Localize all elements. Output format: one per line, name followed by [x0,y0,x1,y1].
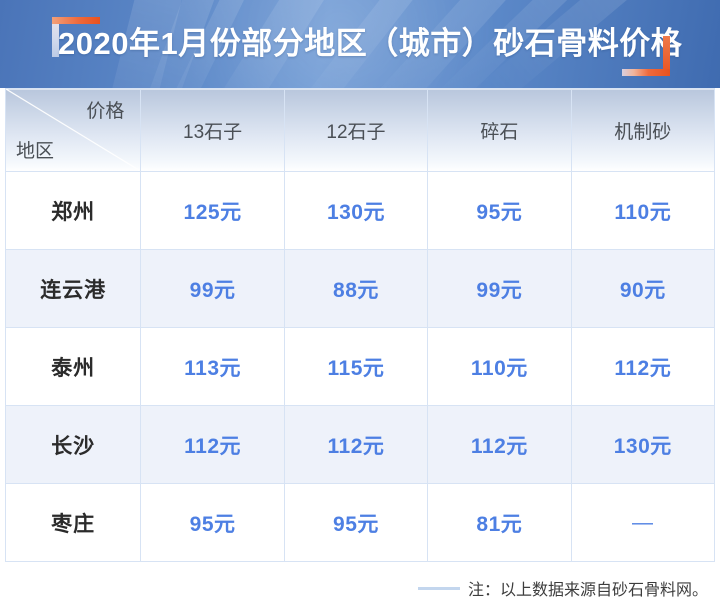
price-cell: 113元 [140,327,285,406]
price-cell-empty: — [570,483,716,562]
price-cell: 99元 [140,249,285,328]
price-table-container: 价格 地区 13石子 12石子 碎石 机制砂 郑州 125元 130元 95元 … [0,88,720,562]
column-header-3: 机制砂 [570,88,716,172]
price-cell: 95元 [283,483,429,562]
price-cell: 115元 [283,327,429,406]
table-row: 泰州 113元 115元 110元 112元 [4,327,716,406]
price-cell: 112元 [570,327,716,406]
price-cell: 81元 [427,483,572,562]
price-cell: 90元 [570,249,716,328]
header-row: 价格 地区 13石子 12石子 碎石 机制砂 [4,88,716,172]
table-row: 连云港 99元 88元 99元 90元 [4,249,716,328]
region-cell: 连云港 [4,249,142,328]
table-row: 郑州 125元 130元 95元 110元 [4,171,716,250]
corner-header-cell: 价格 地区 [4,88,142,172]
price-cell: 99元 [427,249,572,328]
column-header-0: 13石子 [140,88,285,172]
region-cell: 枣庄 [4,483,142,562]
footnote-rule-icon [417,586,460,590]
page-title: 2020年1月份部分地区（城市）砂石骨料价格 [58,26,683,61]
table-header: 价格 地区 13石子 12石子 碎石 机制砂 [4,88,716,172]
price-cell: 112元 [427,405,572,484]
column-header-1: 12石子 [283,88,429,172]
header-label-region: 地区 [16,141,55,162]
region-cell: 郑州 [4,171,142,250]
price-cell: 110元 [427,327,572,406]
price-cell: 125元 [140,171,285,250]
price-cell: 95元 [427,171,572,250]
price-cell: 130元 [283,171,429,250]
price-table: 价格 地区 13石子 12石子 碎石 机制砂 郑州 125元 130元 95元 … [4,88,716,562]
price-cell: 95元 [140,483,285,562]
price-cell: 130元 [570,405,716,484]
footnote-text: 注：以上数据来源自砂石骨料网。 [467,582,708,599]
price-cell: 110元 [570,171,716,250]
header-label-price: 价格 [86,101,125,122]
region-cell: 长沙 [4,405,142,484]
price-cell: 112元 [140,405,285,484]
price-cell: 88元 [283,249,429,328]
region-cell: 泰州 [4,327,142,406]
footnote: 注：以上数据来源自砂石骨料网。 [0,576,720,600]
table-row: 枣庄 95元 95元 81元 — [4,483,716,562]
table-row: 长沙 112元 112元 112元 130元 [4,405,716,484]
column-header-2: 碎石 [427,88,572,172]
table-body: 郑州 125元 130元 95元 110元 连云港 99元 88元 99元 90… [4,171,716,562]
price-cell: 112元 [283,405,429,484]
page-banner: 2020年1月份部分地区（城市）砂石骨料价格 [0,0,720,88]
